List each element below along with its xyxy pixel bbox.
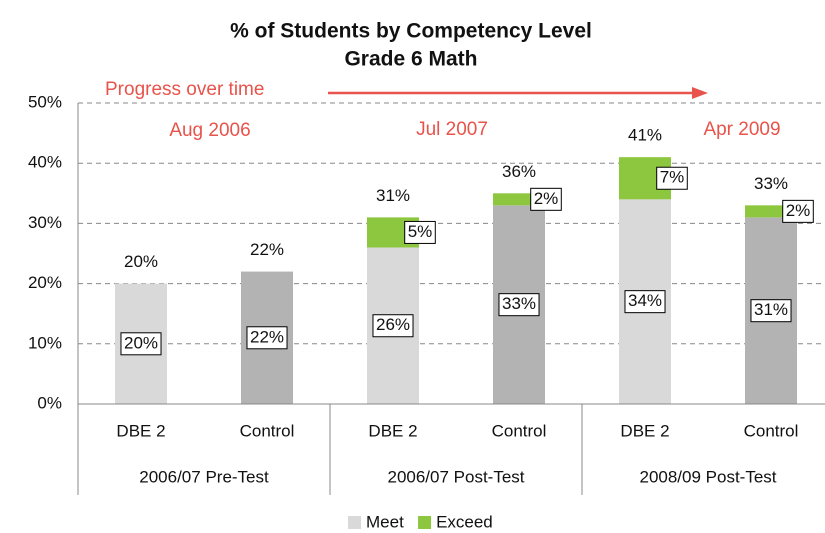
data-label: 2% [534, 189, 559, 208]
data-label: 31% [754, 300, 788, 319]
data-label-box [246, 326, 288, 350]
data-label-box [750, 299, 792, 323]
data-label: 2% [786, 201, 811, 220]
data-label-box [372, 314, 414, 338]
annotation: Jul 2007 [416, 119, 488, 140]
y-tick-label: 40% [28, 153, 62, 172]
total-label: 33% [754, 174, 788, 193]
x-tick-label: DBE 2 [620, 421, 669, 440]
annotation: Progress over time [105, 79, 264, 100]
y-tick-label: 50% [28, 92, 62, 111]
legend-swatch [418, 516, 432, 529]
chart-title: % of Students by Competency Level [230, 20, 592, 43]
x-tick-label: Control [492, 421, 547, 440]
group-label: 2008/09 Post-Test [639, 467, 776, 486]
group-label: 2006/07 Pre-Test [139, 467, 269, 486]
total-label: 31% [376, 186, 410, 205]
data-label: 34% [628, 291, 662, 310]
group-label: 2006/07 Post-Test [387, 467, 524, 486]
total-label: 20% [124, 252, 158, 271]
data-label-box [120, 332, 162, 356]
legend-label: Meet [366, 512, 404, 531]
total-label: 41% [628, 126, 662, 145]
data-label: 22% [250, 327, 284, 346]
x-tick-label: Control [744, 421, 799, 440]
data-label: 20% [124, 333, 158, 352]
x-tick-label: DBE 2 [368, 421, 417, 440]
x-tick-label: Control [240, 421, 295, 440]
y-tick-label: 30% [28, 213, 62, 232]
y-tick-label: 0% [37, 393, 62, 412]
arrow-head [692, 87, 708, 99]
legend-swatch [348, 516, 361, 529]
data-label-box [530, 187, 562, 211]
data-label-box [656, 166, 688, 190]
data-label-box [624, 290, 666, 314]
data-label: 26% [376, 315, 410, 334]
total-label: 22% [250, 240, 284, 259]
data-label-box [498, 293, 540, 317]
total-label: 36% [502, 162, 536, 181]
chart-subtitle: Grade 6 Math [344, 48, 477, 71]
data-label: 5% [408, 222, 433, 241]
data-label-box [404, 220, 436, 244]
data-label: 7% [660, 168, 685, 187]
annotation: Apr 2009 [703, 119, 780, 140]
x-tick-label: DBE 2 [116, 421, 165, 440]
data-label: 33% [502, 294, 536, 313]
y-tick-label: 10% [28, 333, 62, 352]
y-tick-label: 20% [28, 273, 62, 292]
legend-label: Exceed [436, 512, 493, 531]
annotation: Aug 2006 [169, 120, 250, 141]
data-label-box [782, 199, 814, 223]
